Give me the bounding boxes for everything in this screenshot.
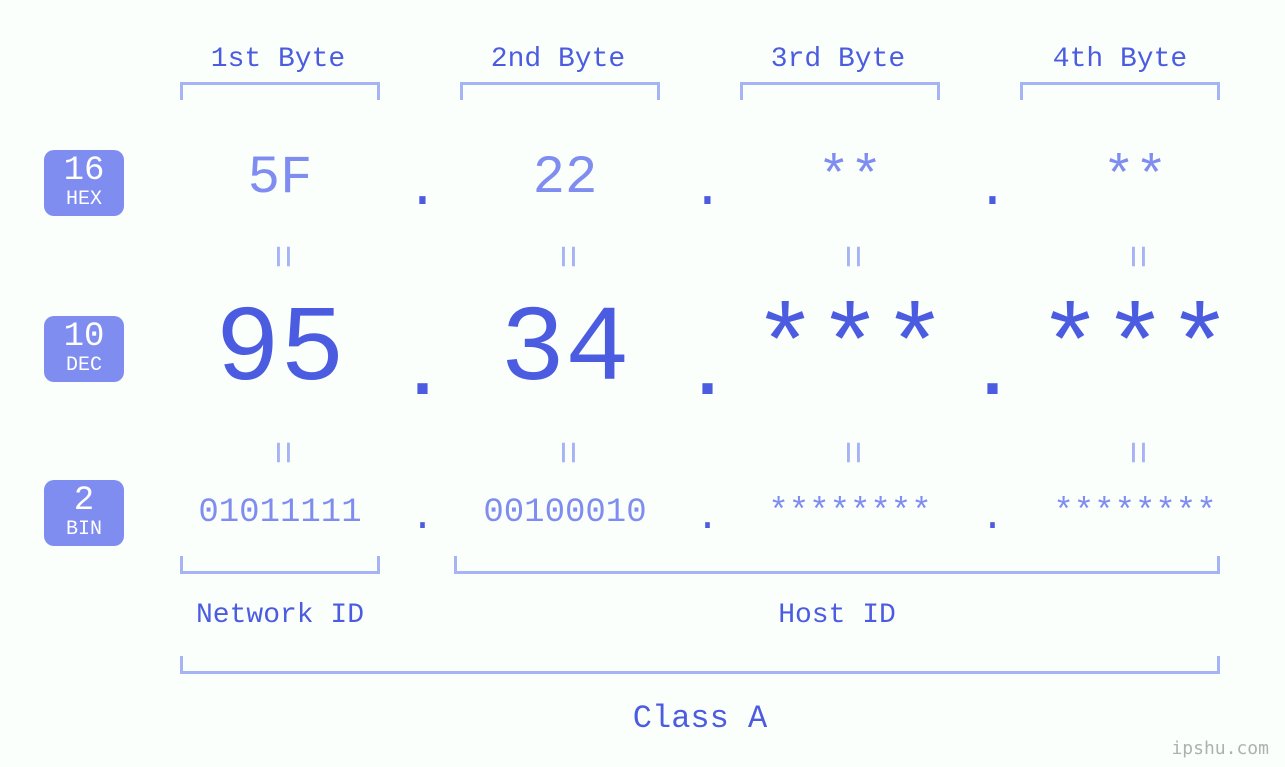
dec-byte-4: ***	[1015, 290, 1255, 412]
column-header-2: 2nd Byte	[438, 44, 678, 75]
label-class: Class A	[180, 700, 1220, 737]
dot-separator: .	[688, 496, 728, 541]
dot-separator: .	[403, 496, 443, 541]
bin-byte-4: ********	[1015, 494, 1255, 532]
hex-byte-2: 22	[445, 148, 685, 209]
dec-byte-1: 95	[160, 290, 400, 412]
dot-separator: .	[686, 334, 729, 416]
bracket-class	[180, 656, 1220, 674]
label-network-id: Network ID	[180, 600, 380, 631]
dot-separator: .	[973, 160, 1013, 221]
bin-byte-1: 01011111	[160, 494, 400, 532]
equals-icon: =	[1112, 244, 1157, 268]
base-badge-bin: 2 BIN	[44, 480, 124, 546]
column-header-4: 4th Byte	[1000, 44, 1240, 75]
badge-bin-label: BIN	[44, 520, 124, 540]
column-header-1: 1st Byte	[158, 44, 398, 75]
watermark: ipshu.com	[1171, 738, 1269, 759]
top-bracket-1	[180, 82, 380, 100]
dec-byte-2: 34	[445, 290, 685, 412]
row-bin: 01011111 . 00100010 . ******** . *******…	[160, 490, 1255, 535]
row-hex: 5F . 22 . ** . **	[160, 148, 1255, 209]
dot-separator: .	[401, 334, 444, 416]
dec-byte-3: ***	[730, 290, 970, 412]
badge-dec-number: 10	[44, 320, 124, 354]
base-badge-hex: 16 HEX	[44, 150, 124, 216]
hex-byte-4: **	[1015, 148, 1255, 209]
dot-separator: .	[971, 334, 1014, 416]
dot-separator: .	[973, 496, 1013, 541]
bin-byte-2: 00100010	[445, 494, 685, 532]
bin-byte-3: ********	[730, 494, 970, 532]
row-equals-bottom: = = = =	[160, 430, 1255, 475]
row-dec: 95 . 34 . *** . ***	[160, 290, 1255, 412]
equals-icon: =	[257, 440, 302, 464]
row-equals-top: = = = =	[160, 234, 1255, 279]
dot-separator: .	[688, 160, 728, 221]
column-header-3: 3rd Byte	[718, 44, 958, 75]
bracket-network-id	[180, 556, 380, 574]
equals-icon: =	[542, 244, 587, 268]
badge-bin-number: 2	[44, 484, 124, 518]
equals-icon: =	[1112, 440, 1157, 464]
base-badge-dec: 10 DEC	[44, 316, 124, 382]
top-bracket-3	[740, 82, 940, 100]
top-bracket-4	[1020, 82, 1220, 100]
equals-icon: =	[827, 440, 872, 464]
badge-hex-number: 16	[44, 154, 124, 188]
equals-icon: =	[257, 244, 302, 268]
label-host-id: Host ID	[454, 600, 1220, 631]
hex-byte-1: 5F	[160, 148, 400, 209]
top-bracket-2	[460, 82, 660, 100]
equals-icon: =	[542, 440, 587, 464]
dot-separator: .	[403, 160, 443, 221]
badge-hex-label: HEX	[44, 190, 124, 210]
equals-icon: =	[827, 244, 872, 268]
bracket-host-id	[454, 556, 1220, 574]
hex-byte-3: **	[730, 148, 970, 209]
badge-dec-label: DEC	[44, 356, 124, 376]
